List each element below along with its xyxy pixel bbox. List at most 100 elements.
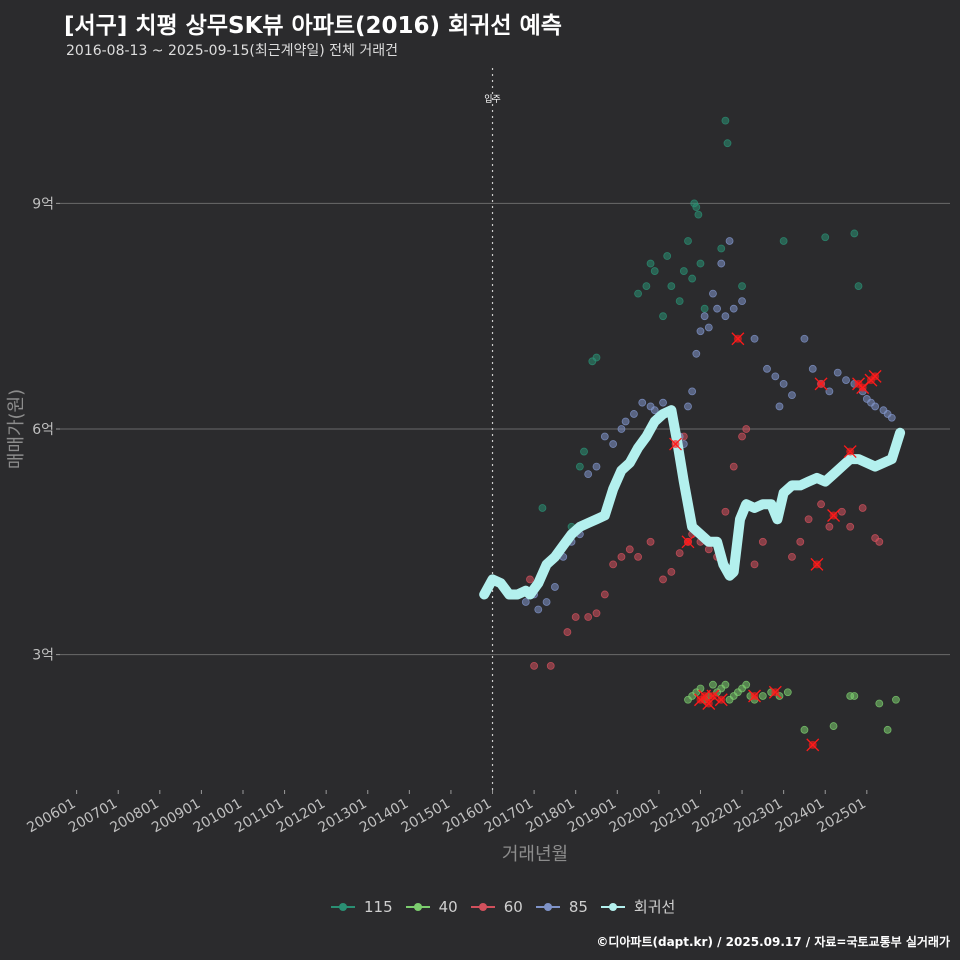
data-point-60 xyxy=(571,613,580,621)
data-point-60 xyxy=(729,462,738,471)
legend-key-115 xyxy=(330,900,356,914)
cancelled-marker xyxy=(814,377,828,391)
data-point-60 xyxy=(858,504,867,512)
data-point-115 xyxy=(821,233,830,242)
data-point-115 xyxy=(538,504,547,512)
data-point-85 xyxy=(534,605,543,614)
data-point-115 xyxy=(717,244,726,253)
legend-key-40 xyxy=(405,900,431,914)
data-point-40 xyxy=(709,680,717,689)
legend-item-40: 40 xyxy=(405,898,458,916)
cancelled-marker xyxy=(806,738,820,752)
data-point-85 xyxy=(738,297,746,306)
data-point-40 xyxy=(892,695,900,704)
data-point-85 xyxy=(887,413,896,422)
data-point-115 xyxy=(575,462,584,471)
data-point-85 xyxy=(542,598,551,606)
cancelled-x-b xyxy=(669,437,682,451)
data-point-85 xyxy=(650,406,659,415)
data-point-40 xyxy=(883,725,892,734)
x-axis-title: 거래년월 xyxy=(502,844,568,865)
data-point-115 xyxy=(721,116,730,125)
data-point-40 xyxy=(875,699,884,708)
cancelled-marker xyxy=(843,445,857,459)
y-tick-label: 6억 xyxy=(32,422,54,438)
data-point-85 xyxy=(696,327,705,336)
data-point-60 xyxy=(750,560,759,569)
series-85 xyxy=(521,237,896,614)
cancelled-x-b xyxy=(843,445,857,459)
data-point-60 xyxy=(788,552,796,561)
chart-subtitle: 2016-08-13 ~ 2025-09-15(최근계약일) 전체 거래건 xyxy=(66,43,398,59)
data-point-60 xyxy=(675,549,684,557)
data-point-60 xyxy=(659,575,667,584)
legend-label-115: 115 xyxy=(364,897,393,916)
cancelled-x-b xyxy=(810,557,824,571)
data-point-85 xyxy=(659,398,667,407)
legend: 115 40 60 85 회귀선 xyxy=(330,896,675,917)
data-point-40 xyxy=(850,692,859,700)
cancelled-x-b xyxy=(827,509,841,522)
legend-label-regression: 회귀선 xyxy=(633,898,676,916)
data-point-85 xyxy=(833,368,842,377)
data-point-60 xyxy=(667,567,676,576)
data-point-85 xyxy=(688,387,697,396)
data-point-115 xyxy=(692,203,701,212)
data-point-60 xyxy=(563,628,572,636)
legend-key-60 xyxy=(470,900,496,914)
data-point-85 xyxy=(638,398,647,407)
data-point-115 xyxy=(694,210,703,219)
data-point-60 xyxy=(742,425,751,433)
cancelled-x-b xyxy=(731,332,745,346)
data-point-85 xyxy=(763,364,771,373)
data-point-85 xyxy=(842,376,850,385)
cancelled-x-b xyxy=(768,685,782,699)
series-40 xyxy=(684,680,900,734)
legend-item-85: 85 xyxy=(535,898,588,916)
cancelled-x-b xyxy=(814,377,828,391)
data-point-85 xyxy=(729,304,738,313)
cancelled-marker xyxy=(868,369,882,383)
data-point-40 xyxy=(829,722,838,730)
data-point-115 xyxy=(696,259,705,268)
data-point-115 xyxy=(642,282,651,291)
data-point-85 xyxy=(592,462,601,471)
data-point-85 xyxy=(692,349,701,358)
data-point-115 xyxy=(779,237,788,245)
data-point-60 xyxy=(592,609,601,618)
data-point-85 xyxy=(621,417,630,426)
data-point-85 xyxy=(630,410,638,418)
data-point-60 xyxy=(846,522,855,531)
data-point-40 xyxy=(800,725,809,734)
legend-label-40: 40 xyxy=(438,897,458,916)
cancelled-marker xyxy=(706,689,720,703)
data-point-60 xyxy=(600,590,609,599)
cancelled-x-b xyxy=(681,535,695,549)
legend-label-85: 85 xyxy=(568,897,588,916)
series-115 xyxy=(538,116,863,557)
data-point-40 xyxy=(742,680,751,689)
data-point-85 xyxy=(871,402,880,411)
data-point-60 xyxy=(526,575,534,584)
cancelled-points xyxy=(669,332,882,752)
data-point-115 xyxy=(667,282,676,291)
data-point-60 xyxy=(796,537,805,546)
cancelled-x-b xyxy=(868,369,882,383)
data-point-85 xyxy=(704,323,713,332)
legend-item-60: 60 xyxy=(470,898,523,916)
data-point-60 xyxy=(617,552,626,561)
data-point-115 xyxy=(592,353,601,362)
data-point-85 xyxy=(684,402,692,411)
data-point-115 xyxy=(663,252,672,260)
data-point-40 xyxy=(758,692,767,700)
data-point-115 xyxy=(723,139,732,148)
legend-key-regression xyxy=(600,900,626,914)
data-point-85 xyxy=(779,379,788,388)
data-point-60 xyxy=(546,662,555,670)
data-point-60 xyxy=(634,552,642,561)
data-point-115 xyxy=(850,229,859,238)
cancelled-marker xyxy=(768,685,782,699)
data-point-60 xyxy=(825,522,834,531)
data-point-115 xyxy=(659,312,667,321)
data-point-115 xyxy=(650,267,659,275)
